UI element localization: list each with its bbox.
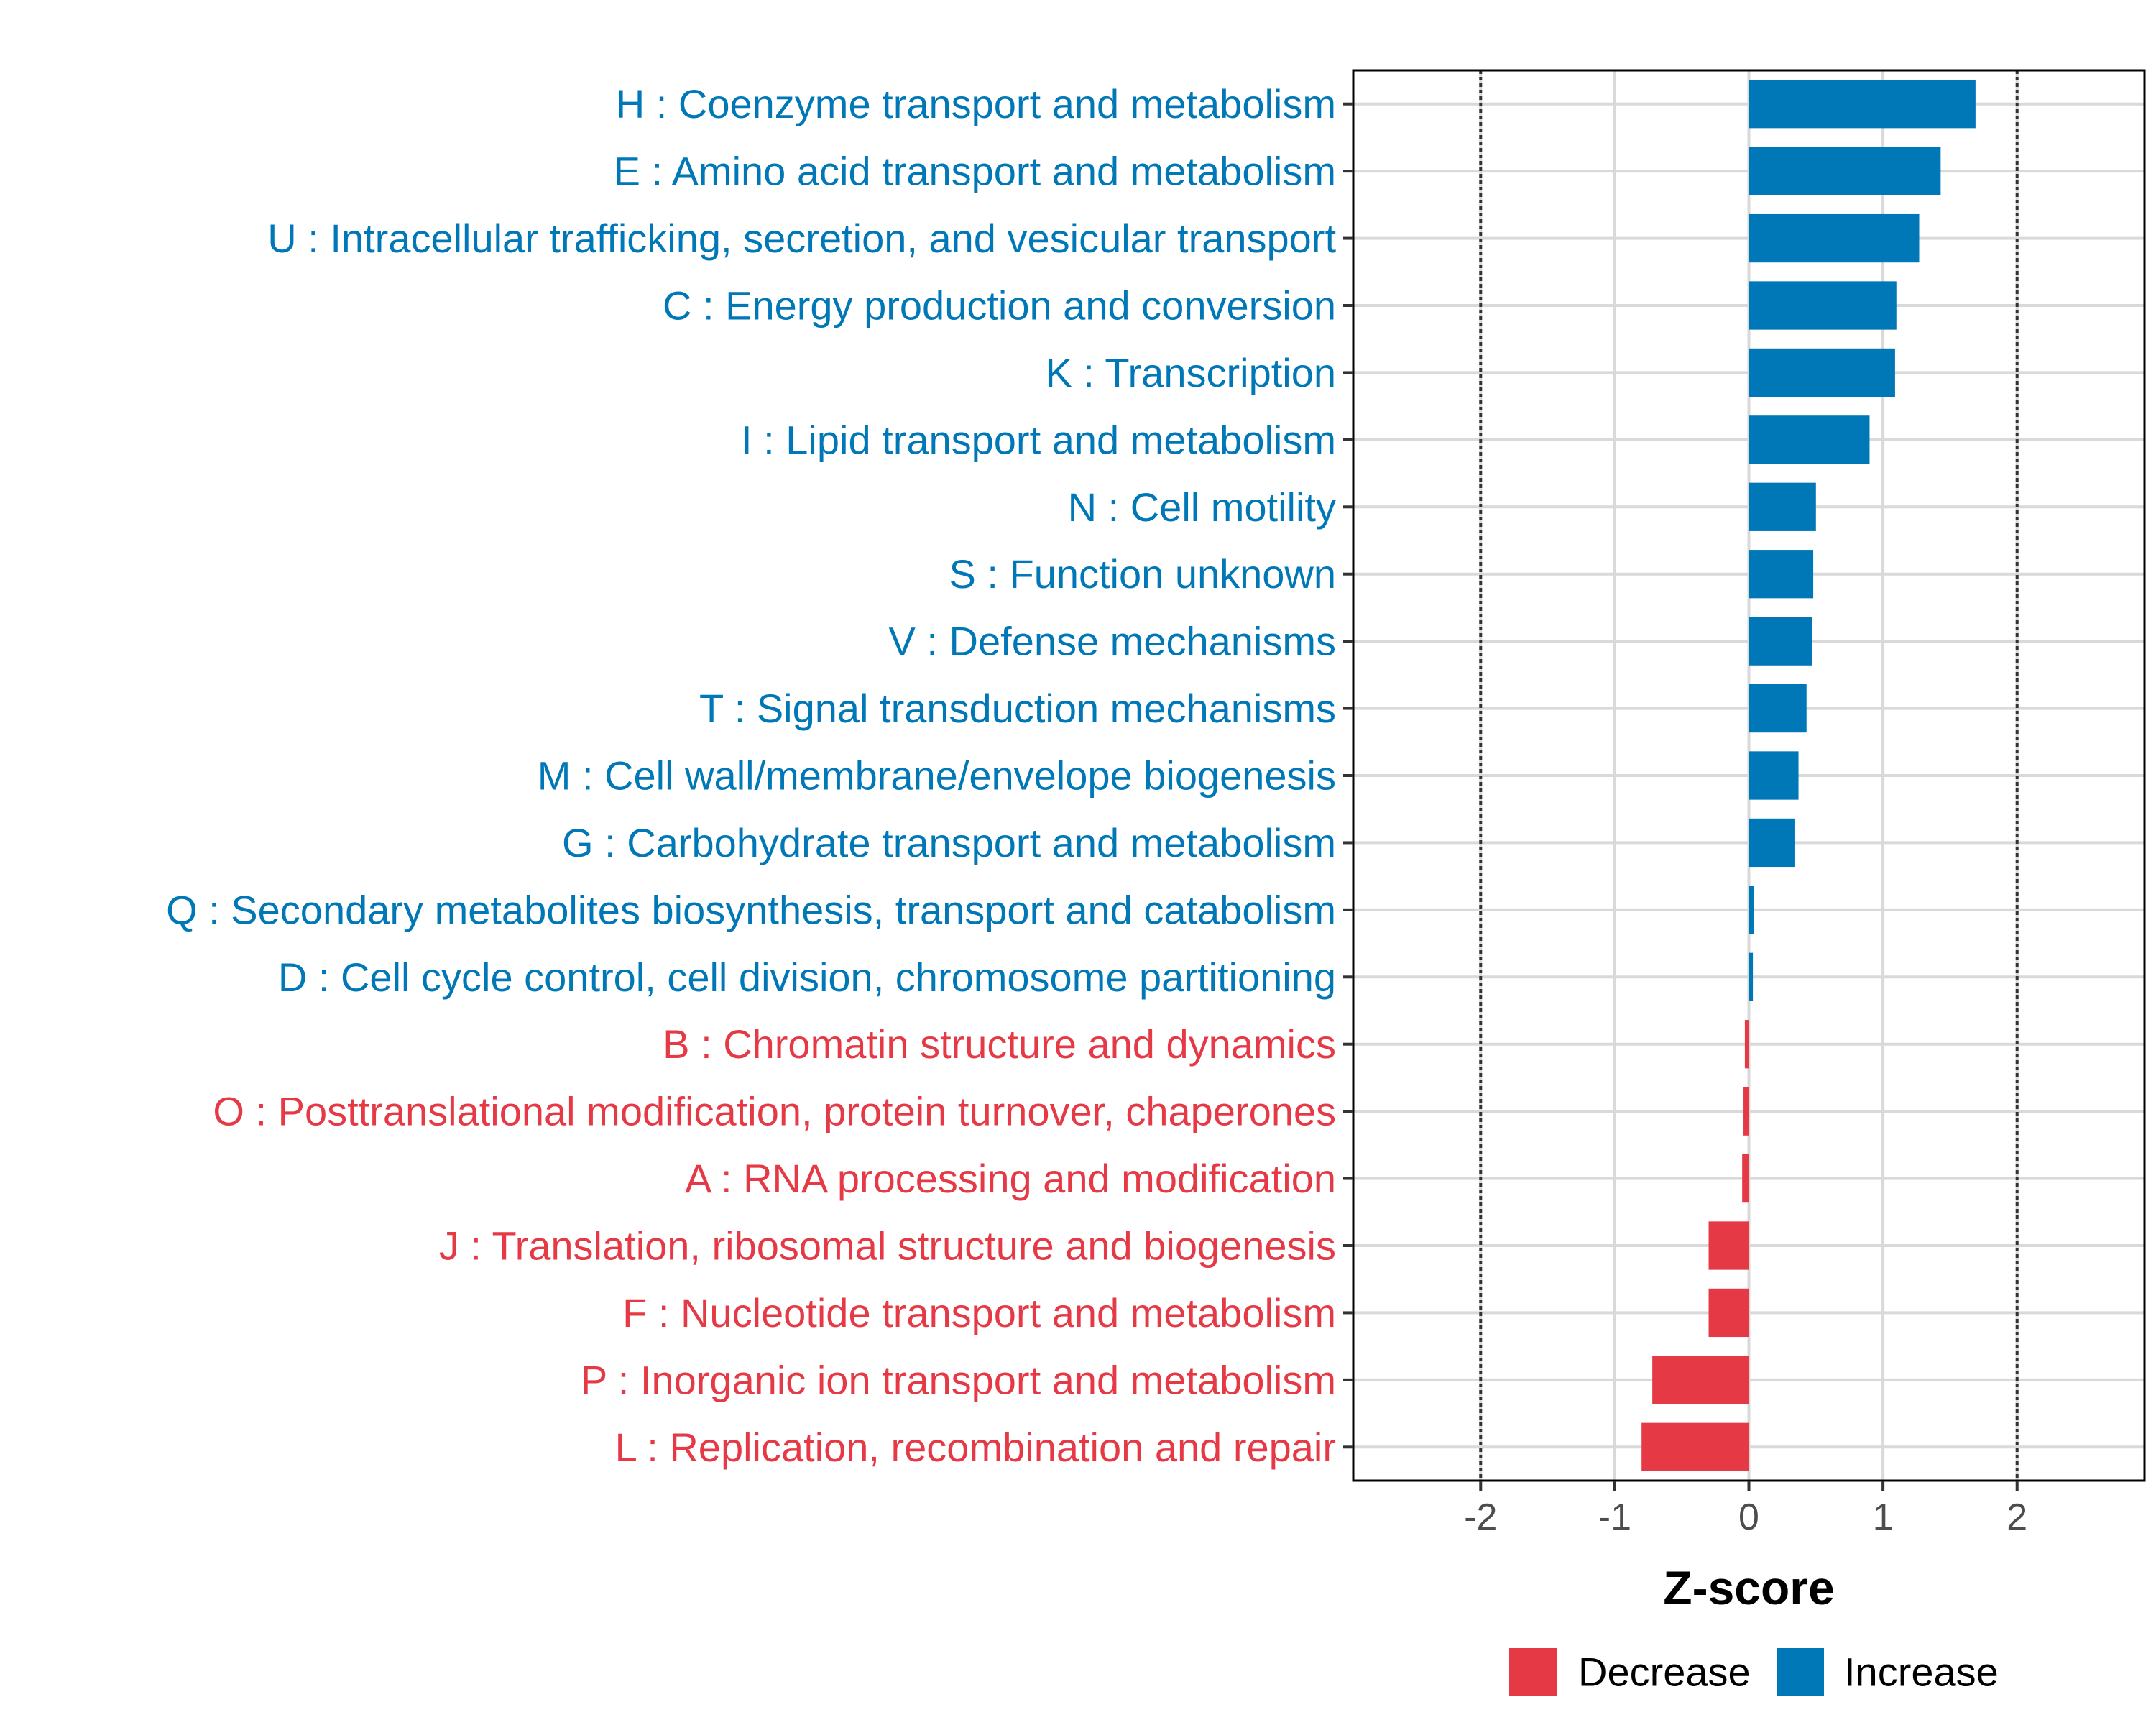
category-label: Q : Secondary metabolites biosynthesis, … — [166, 887, 1336, 932]
category-label: S : Function unknown — [949, 551, 1336, 597]
category-label: J : Translation, ribosomal structure and… — [439, 1223, 1336, 1269]
x-tick-label: 1 — [1873, 1496, 1894, 1538]
x-tick-label: 0 — [1738, 1496, 1759, 1538]
bar — [1743, 1087, 1749, 1136]
category-label: I : Lipid transport and metabolism — [741, 417, 1336, 462]
category-label: K : Transcription — [1045, 350, 1336, 395]
x-axis-ticks: -2 -1 0 1 2 — [1464, 1481, 2027, 1538]
category-labels: H : Coenzyme transport and metabolism E :… — [166, 81, 1336, 1470]
category-label: P : Inorganic ion transport and metaboli… — [581, 1357, 1336, 1402]
bar — [1749, 147, 1941, 196]
bar — [1708, 1288, 1749, 1338]
category-label: B : Chromatin structure and dynamics — [663, 1021, 1336, 1067]
category-label: F : Nucleotide transport and metabolism — [622, 1290, 1336, 1335]
bar — [1749, 684, 1807, 733]
bar — [1749, 348, 1895, 397]
bar — [1749, 818, 1795, 868]
bar — [1744, 1020, 1749, 1069]
bar — [1749, 415, 1870, 464]
bar — [1749, 213, 1920, 263]
legend-swatch-increase — [1777, 1648, 1824, 1696]
bar — [1749, 80, 1976, 129]
bar — [1749, 952, 1754, 1001]
bar — [1749, 281, 1897, 330]
x-tick-label: -1 — [1598, 1496, 1631, 1538]
category-label: N : Cell motility — [1068, 484, 1336, 530]
category-label: H : Coenzyme transport and metabolism — [616, 81, 1336, 126]
bar — [1749, 482, 1816, 531]
bar — [1749, 886, 1754, 934]
category-label: L : Replication, recombination and repai… — [615, 1425, 1336, 1470]
category-label: U : Intracellular trafficking, secretion… — [267, 216, 1336, 261]
category-label: G : Carbohydrate transport and metabolis… — [562, 820, 1336, 865]
category-label: T : Signal transduction mechanisms — [699, 686, 1336, 731]
legend-label-decrease: Decrease — [1578, 1650, 1751, 1695]
bar — [1749, 550, 1814, 599]
x-axis-title: Z-score — [1663, 1561, 1834, 1614]
category-label: V : Defense mechanisms — [889, 619, 1336, 664]
category-label: M : Cell wall/membrane/envelope biogenes… — [538, 753, 1336, 799]
category-label: D : Cell cycle control, cell division, c… — [278, 954, 1336, 1000]
category-label: C : Energy production and conversion — [663, 283, 1336, 328]
x-tick-label: 2 — [2007, 1496, 2027, 1538]
x-tick-label: -2 — [1464, 1496, 1497, 1538]
bar — [1708, 1221, 1749, 1270]
category-label: O : Posttranslational modification, prot… — [213, 1089, 1336, 1134]
bar — [1641, 1422, 1749, 1471]
bars — [1641, 80, 1976, 1471]
legend-label-increase: Increase — [1844, 1650, 1999, 1695]
bar — [1652, 1356, 1749, 1404]
category-label: A : RNA processing and modification — [685, 1156, 1336, 1201]
category-label: E : Amino acid transport and metabolism — [614, 149, 1336, 194]
bar — [1749, 617, 1812, 666]
reference-lines — [1479, 70, 2019, 1481]
y-axis-ticks — [1343, 102, 1353, 1449]
legend: Decrease Increase — [1509, 1648, 1999, 1696]
bar — [1742, 1154, 1749, 1203]
legend-swatch-decrease — [1509, 1648, 1557, 1696]
bar — [1749, 751, 1799, 800]
